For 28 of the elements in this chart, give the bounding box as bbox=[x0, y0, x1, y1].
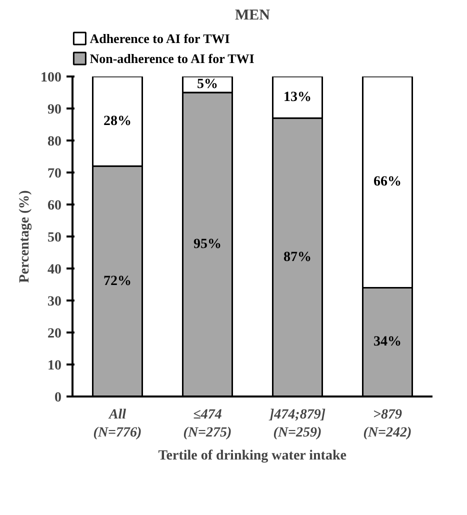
data-label: 34% bbox=[374, 334, 402, 350]
legend-label: Non-adherence to AI for TWI bbox=[90, 51, 254, 66]
x-tick-label: ≤474 (N=275) bbox=[183, 408, 232, 440]
data-label: 66% bbox=[374, 174, 402, 190]
y-axis-title: Percentage (%) bbox=[18, 190, 32, 283]
y-tick-label: 80 bbox=[48, 134, 62, 150]
y-tick-label: 100 bbox=[40, 70, 62, 86]
x-tick-label: >879 (N=242) bbox=[363, 408, 412, 440]
y-tick-label: 0 bbox=[54, 390, 62, 406]
y-tick-label: 40 bbox=[48, 262, 62, 278]
y-tick-label: 30 bbox=[48, 294, 62, 310]
legend-label: Adherence to AI for TWI bbox=[90, 31, 230, 46]
x-tick-label: ]474;879] (N=259) bbox=[268, 408, 326, 440]
data-label: 5% bbox=[197, 77, 218, 92]
y-tick-label: 90 bbox=[48, 102, 62, 118]
y-tick-label: 20 bbox=[48, 326, 62, 342]
chart-title: MEN bbox=[235, 8, 270, 24]
data-label: 72% bbox=[104, 274, 132, 289]
y-tick-label: 70 bbox=[48, 166, 62, 182]
x-axis-title: Tertile of drinking water intake bbox=[158, 448, 346, 464]
y-tick-label: 10 bbox=[48, 358, 62, 374]
data-label: 28% bbox=[104, 114, 132, 129]
y-tick-label: 60 bbox=[48, 198, 62, 214]
y-tick-label: 50 bbox=[48, 230, 62, 246]
data-label: 13% bbox=[284, 90, 312, 105]
data-label: 87% bbox=[284, 250, 312, 265]
data-label: 95% bbox=[194, 237, 222, 252]
x-tick-label: All (N=776) bbox=[93, 408, 142, 440]
